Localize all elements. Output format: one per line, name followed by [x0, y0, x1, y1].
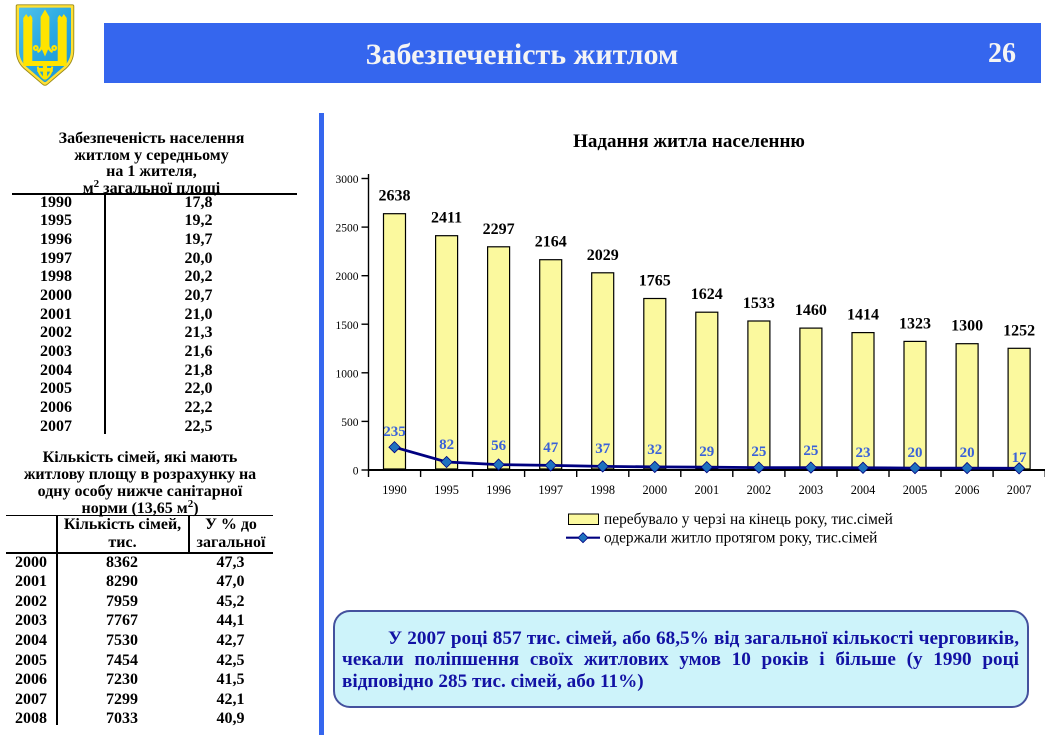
svg-text:1995: 1995	[434, 483, 459, 497]
svg-text:2006: 2006	[955, 483, 980, 497]
svg-text:235: 235	[383, 424, 406, 440]
svg-text:82: 82	[439, 437, 454, 453]
svg-text:47: 47	[543, 440, 559, 456]
svg-text:1323: 1323	[899, 315, 931, 332]
svg-text:1252: 1252	[1003, 322, 1035, 339]
svg-text:17: 17	[1012, 450, 1028, 466]
svg-text:2007: 2007	[1007, 483, 1032, 497]
svg-text:2500: 2500	[336, 223, 359, 235]
svg-text:2638: 2638	[379, 188, 411, 205]
svg-text:37: 37	[595, 441, 611, 457]
svg-text:Надання житла населенню: Надання житла населенню	[573, 131, 805, 152]
svg-text:2411: 2411	[431, 210, 462, 227]
svg-text:1997: 1997	[538, 483, 563, 497]
svg-text:2004: 2004	[851, 483, 876, 497]
svg-text:29: 29	[699, 444, 714, 460]
svg-text:2297: 2297	[483, 221, 515, 238]
svg-text:0: 0	[353, 466, 359, 478]
svg-text:2001: 2001	[695, 483, 720, 497]
svg-text:2003: 2003	[799, 483, 824, 497]
svg-text:25: 25	[803, 443, 818, 459]
svg-text:1624: 1624	[691, 286, 723, 303]
svg-text:1414: 1414	[847, 307, 879, 324]
svg-text:1998: 1998	[590, 483, 615, 497]
svg-text:32: 32	[647, 442, 662, 458]
svg-text:1996: 1996	[486, 483, 511, 497]
svg-text:1300: 1300	[951, 318, 983, 335]
svg-text:1460: 1460	[795, 302, 827, 319]
svg-text:20: 20	[908, 445, 923, 461]
svg-text:одержали житло протягом року,: одержали житло протягом року, тис.сімей	[604, 530, 877, 547]
svg-text:перебувало у черзі на кінець р: перебувало у черзі на кінець року, тис.с…	[604, 511, 893, 528]
svg-text:1765: 1765	[639, 273, 671, 290]
svg-text:1990: 1990	[382, 483, 407, 497]
svg-text:2000: 2000	[336, 271, 359, 283]
svg-text:23: 23	[856, 445, 871, 461]
svg-text:25: 25	[751, 444, 766, 460]
svg-text:2005: 2005	[903, 483, 928, 497]
svg-text:2164: 2164	[535, 234, 567, 251]
svg-text:2000: 2000	[643, 483, 668, 497]
svg-text:2029: 2029	[587, 247, 619, 264]
svg-text:1500: 1500	[336, 320, 359, 332]
svg-text:1533: 1533	[743, 295, 775, 312]
svg-text:2002: 2002	[747, 483, 772, 497]
svg-text:1000: 1000	[336, 368, 359, 380]
svg-text:500: 500	[341, 417, 359, 429]
svg-text:3000: 3000	[336, 174, 359, 186]
svg-text:56: 56	[491, 438, 507, 454]
svg-text:20: 20	[960, 445, 975, 461]
